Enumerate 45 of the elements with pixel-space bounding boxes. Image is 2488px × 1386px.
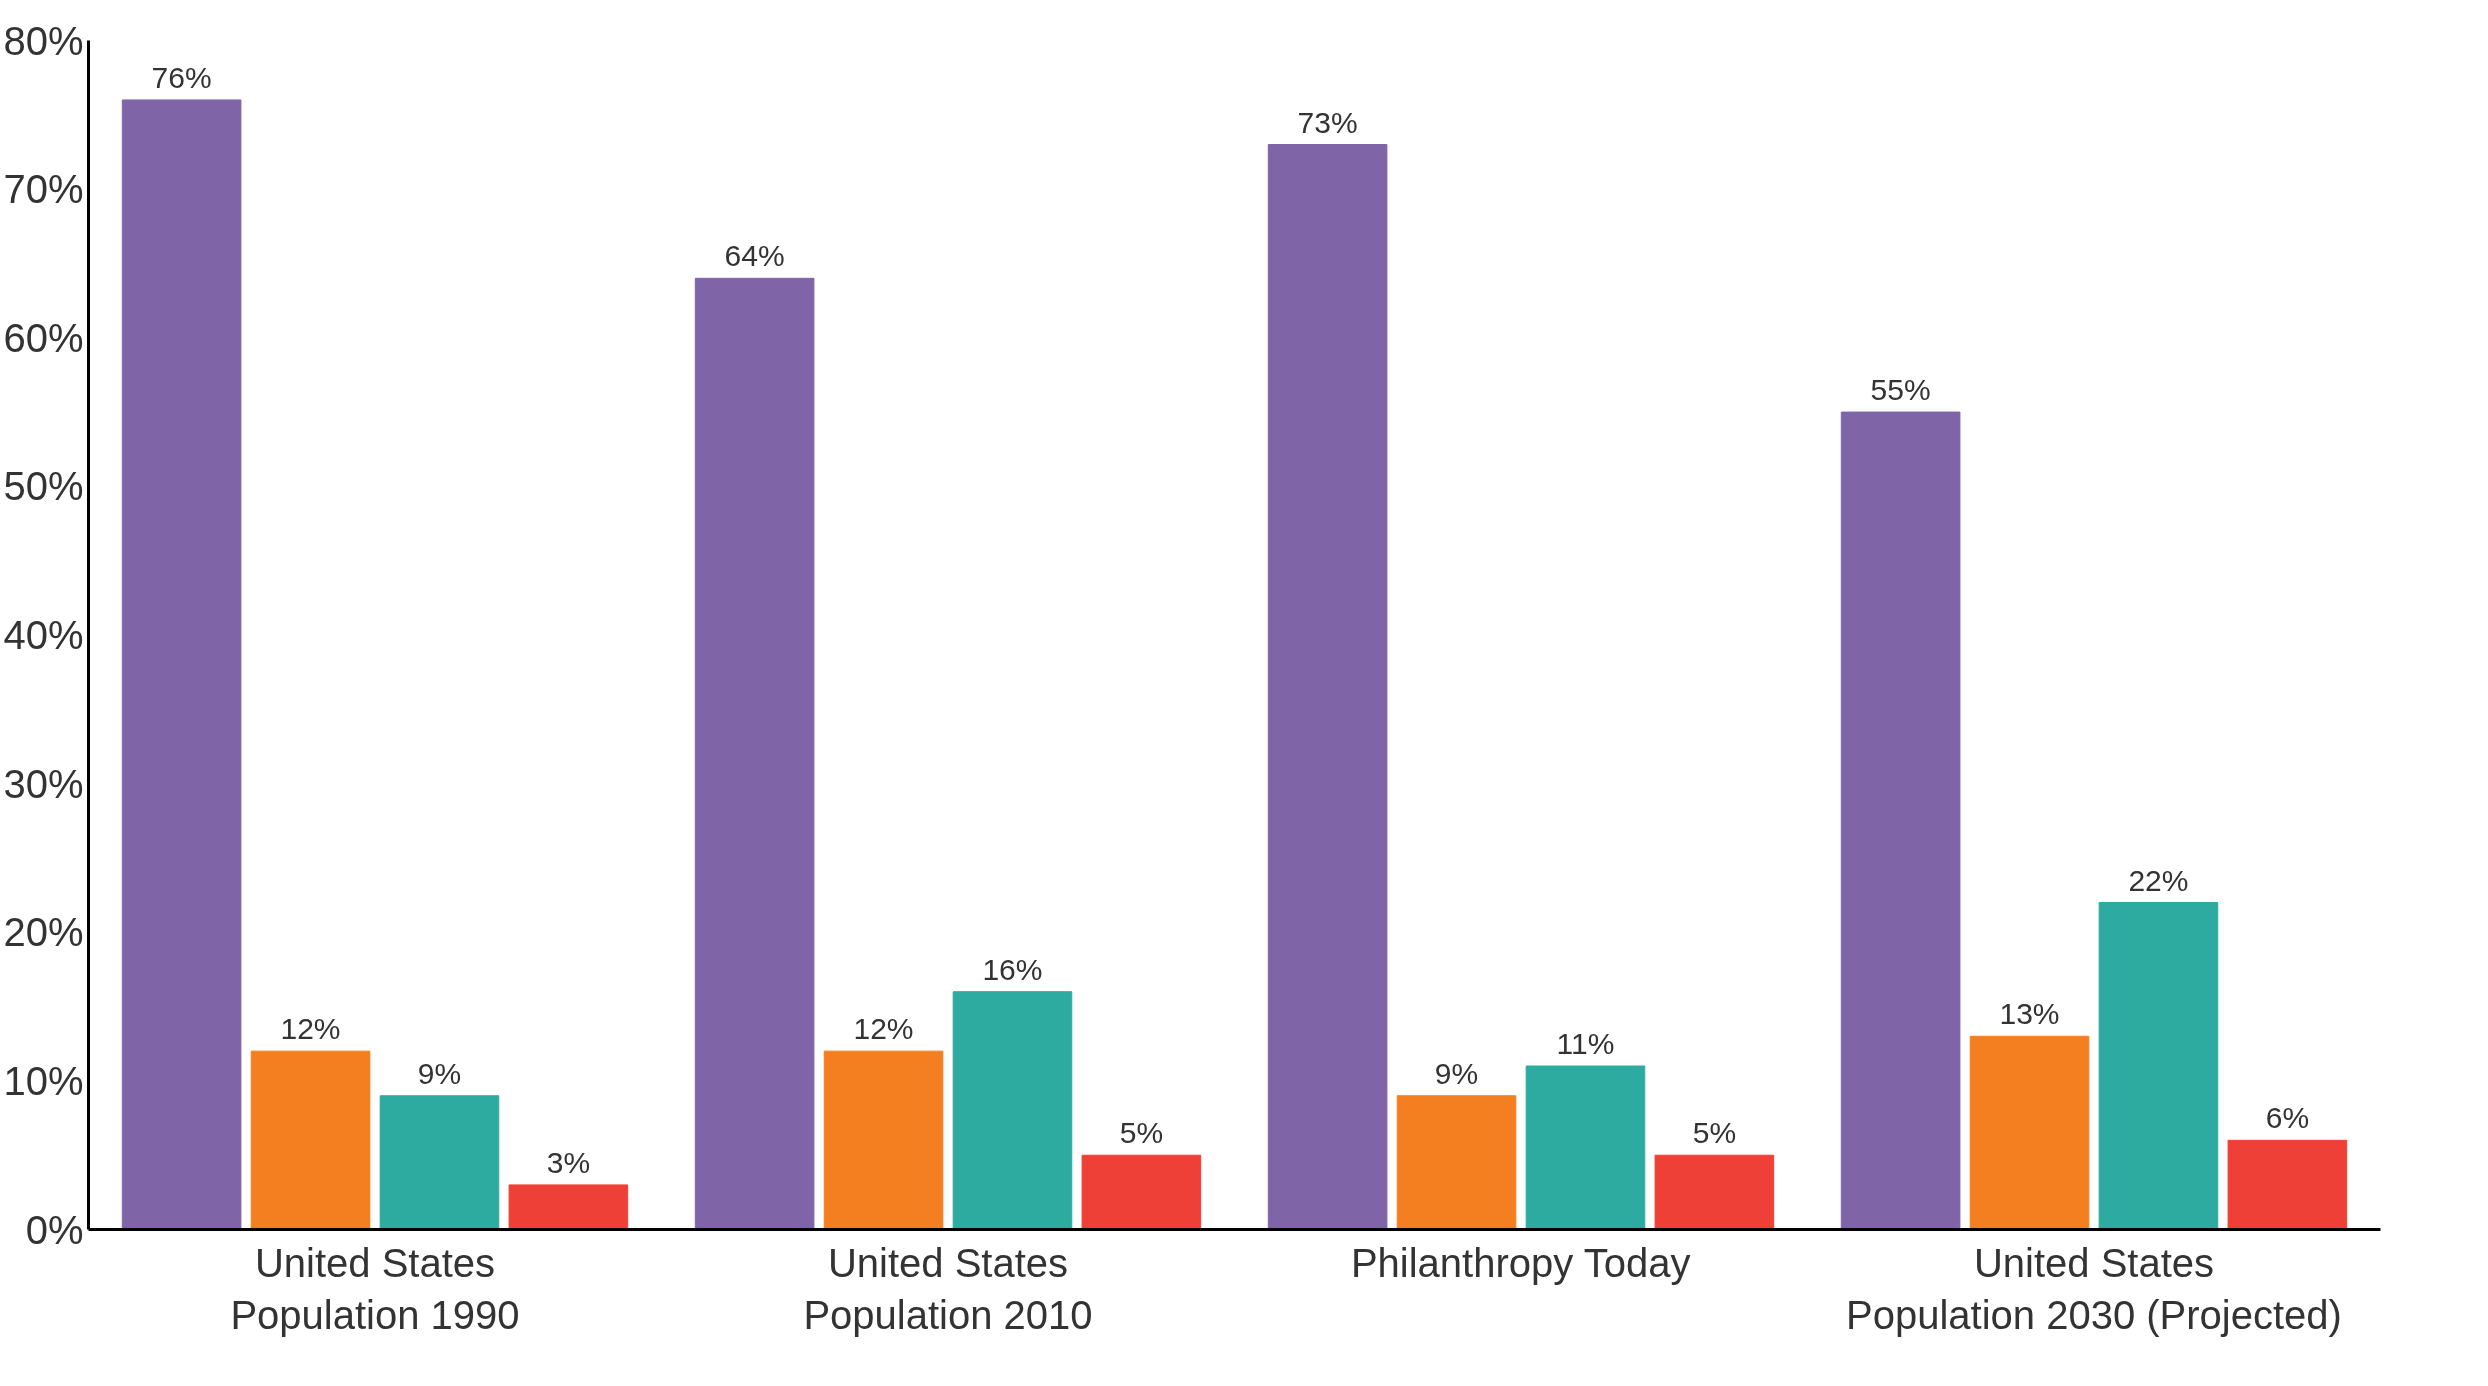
y-tick-label: 50% bbox=[3, 464, 84, 509]
data-label: 9% bbox=[417, 1056, 462, 1090]
data-label: 12% bbox=[280, 1012, 341, 1046]
y-tick-label: 20% bbox=[3, 910, 84, 955]
bar bbox=[121, 99, 242, 1230]
y-tick-label: 10% bbox=[3, 1058, 84, 1103]
data-label: 6% bbox=[2265, 1101, 2310, 1135]
data-label: 55% bbox=[1870, 373, 1931, 407]
bar bbox=[823, 1050, 944, 1230]
y-tick-label: 60% bbox=[3, 315, 84, 360]
x-tick-label: United States Population 2030 (Projected) bbox=[1846, 1240, 2342, 1338]
bar bbox=[250, 1050, 371, 1230]
bar bbox=[1396, 1095, 1517, 1230]
bar bbox=[1654, 1154, 1775, 1230]
x-tick-label: United States Population 1990 bbox=[230, 1240, 520, 1338]
bar bbox=[1525, 1065, 1646, 1230]
bar bbox=[694, 277, 815, 1230]
x-tick-label: United States Population 2010 bbox=[803, 1240, 1093, 1338]
y-tick-label: 80% bbox=[3, 18, 84, 63]
bar bbox=[1267, 144, 1388, 1230]
y-tick-label: 70% bbox=[3, 167, 84, 212]
bar bbox=[952, 991, 1073, 1230]
data-label: 13% bbox=[1999, 997, 2060, 1031]
data-label: 5% bbox=[1119, 1116, 1164, 1150]
x-tick-label: Philanthropy Today bbox=[1350, 1240, 1691, 1285]
bar bbox=[1081, 1154, 1202, 1230]
data-label: 76% bbox=[151, 60, 212, 94]
data-label: 9% bbox=[1434, 1056, 1479, 1090]
data-label: 16% bbox=[982, 952, 1043, 986]
y-tick-label: 0% bbox=[25, 1207, 84, 1252]
bar bbox=[508, 1184, 629, 1230]
bar bbox=[2098, 902, 2219, 1230]
data-label: 22% bbox=[2128, 863, 2189, 897]
data-label: 12% bbox=[853, 1012, 914, 1046]
data-label: 5% bbox=[1692, 1116, 1737, 1150]
data-label: 73% bbox=[1297, 105, 1358, 139]
bar bbox=[1969, 1035, 2090, 1230]
bar bbox=[2227, 1139, 2348, 1230]
y-tick-label: 30% bbox=[3, 761, 84, 806]
bar bbox=[379, 1095, 500, 1230]
data-label: 64% bbox=[724, 239, 785, 273]
bar bbox=[1840, 411, 1961, 1230]
data-label: 11% bbox=[1556, 1027, 1615, 1061]
data-label: 3% bbox=[546, 1145, 591, 1179]
y-tick-label: 40% bbox=[3, 613, 84, 657]
